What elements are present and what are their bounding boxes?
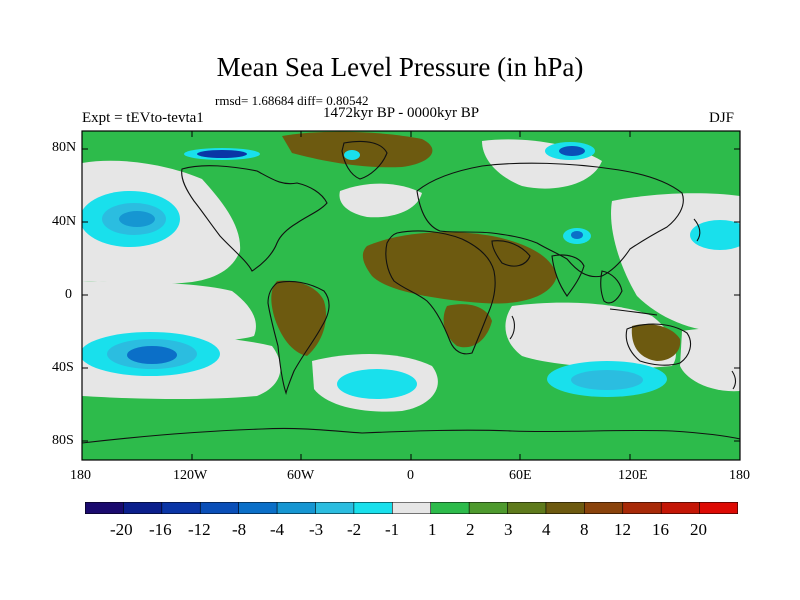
colorbar	[85, 502, 738, 514]
low-region-northwest-pacific	[690, 220, 740, 250]
coastline-japan	[693, 218, 701, 242]
colorbar-label: -8	[232, 520, 247, 539]
colorbar-swatch	[276, 502, 317, 514]
colorbar-label: -12	[188, 520, 211, 539]
colorbar-swatch	[199, 502, 240, 514]
colorbar-label: 2	[466, 520, 475, 539]
coastline-madagascar	[509, 315, 515, 340]
lat-tick-label: 0	[65, 287, 72, 302]
experiment-label: Expt = tEVto-tevta1	[82, 110, 204, 126]
high-region-south-africa	[443, 304, 492, 348]
map-title: Mean Sea Level Pressure (in hPa)	[216, 52, 584, 82]
lat-tick-label: 80S	[52, 433, 74, 448]
high-region-arctic	[282, 131, 433, 168]
neutral-region-southeast-pacific	[680, 328, 740, 392]
colorbar-swatch	[123, 502, 163, 514]
colorbar-swatch	[391, 502, 432, 514]
colorbar-label: -20	[110, 520, 133, 539]
lat-tick-label: 40S	[52, 360, 74, 375]
colorbar-swatch	[315, 502, 355, 514]
period-label: 1472kyr BP - 0000kyr BP	[323, 105, 480, 121]
colorbar-swatch	[545, 502, 586, 514]
low-region-tibet-core	[571, 231, 583, 239]
neutral-region-south-indian	[505, 302, 676, 368]
coastline-greenland	[341, 140, 388, 180]
coastline-india	[551, 254, 585, 297]
low-region-siberian-arctic-core	[559, 146, 585, 156]
lon-tick-label: 60E	[509, 468, 532, 483]
colorbar-swatch	[622, 502, 662, 514]
lat-tick-label: 80N	[52, 140, 77, 155]
low-region-south-atlantic	[337, 369, 417, 399]
colorbar-swatch	[507, 502, 547, 514]
colorbar-label: 4	[542, 520, 551, 539]
colorbar-label: 16	[652, 520, 669, 539]
lon-tick-label: 120E	[618, 468, 648, 483]
low-region-south-pacific-inner	[127, 346, 177, 364]
colorbar-swatch	[238, 502, 278, 514]
colorbar-swatch	[468, 502, 509, 514]
colorbar-label: -16	[149, 520, 172, 539]
low-region-canadian-arctic-core	[197, 150, 247, 158]
coastline-arabia	[491, 240, 531, 267]
colorbar-swatch	[161, 502, 202, 514]
coastline-antarctica	[82, 427, 740, 444]
coastline-eurasia	[416, 162, 684, 278]
coastline-north-america	[181, 165, 328, 272]
colorbar-label: -3	[309, 520, 324, 539]
colorbar-swatch	[660, 502, 701, 514]
colorbar-label: 8	[580, 520, 589, 539]
pressure-map	[81, 130, 741, 461]
coastline-australia	[625, 323, 692, 366]
colorbar-label: -2	[347, 520, 362, 539]
low-region-greenland	[344, 150, 360, 160]
colorbar-label: -4	[270, 520, 285, 539]
coastline-africa	[385, 230, 496, 355]
lon-tick-label: 60W	[287, 468, 315, 483]
stats-label: rmsd= 1.68684 diff= 0.80542	[215, 93, 369, 108]
lon-tick-label: 180	[70, 468, 91, 483]
colorbar-label: -1	[385, 520, 400, 539]
high-region-australia	[631, 324, 681, 361]
neutral-region-north-atlantic	[339, 183, 422, 218]
neutral-region-tropical-pacific	[82, 281, 256, 343]
season-label: DJF	[709, 110, 735, 126]
coastline-new-zealand	[731, 370, 737, 390]
colorbar-label: 20	[690, 520, 707, 539]
coastline-southeast-asia	[600, 270, 623, 304]
lon-tick-label: 0	[407, 468, 414, 483]
coastlines	[82, 140, 740, 444]
lon-tick-label: 120W	[173, 468, 208, 483]
axis-ticks	[82, 131, 740, 460]
low-region-south-indian-core	[571, 370, 643, 390]
colorbar-swatch	[584, 502, 624, 514]
coastline-indonesia	[609, 308, 658, 316]
lon-tick-label: 180	[729, 468, 750, 483]
colorbar-label: 12	[614, 520, 631, 539]
lat-tick-label: 40N	[52, 214, 77, 229]
coastline-south-america	[267, 280, 330, 395]
high-region-north-africa	[362, 232, 557, 304]
colorbar-swatch	[699, 502, 738, 514]
high-region-south-america	[271, 280, 327, 356]
colorbar-swatch	[430, 502, 470, 514]
colorbar-swatch	[353, 502, 394, 514]
colorbar-label: 3	[504, 520, 513, 539]
low-region-north-pacific-inner	[119, 211, 155, 227]
colorbar-label: 1	[428, 520, 437, 539]
colorbar-swatch	[85, 502, 125, 514]
